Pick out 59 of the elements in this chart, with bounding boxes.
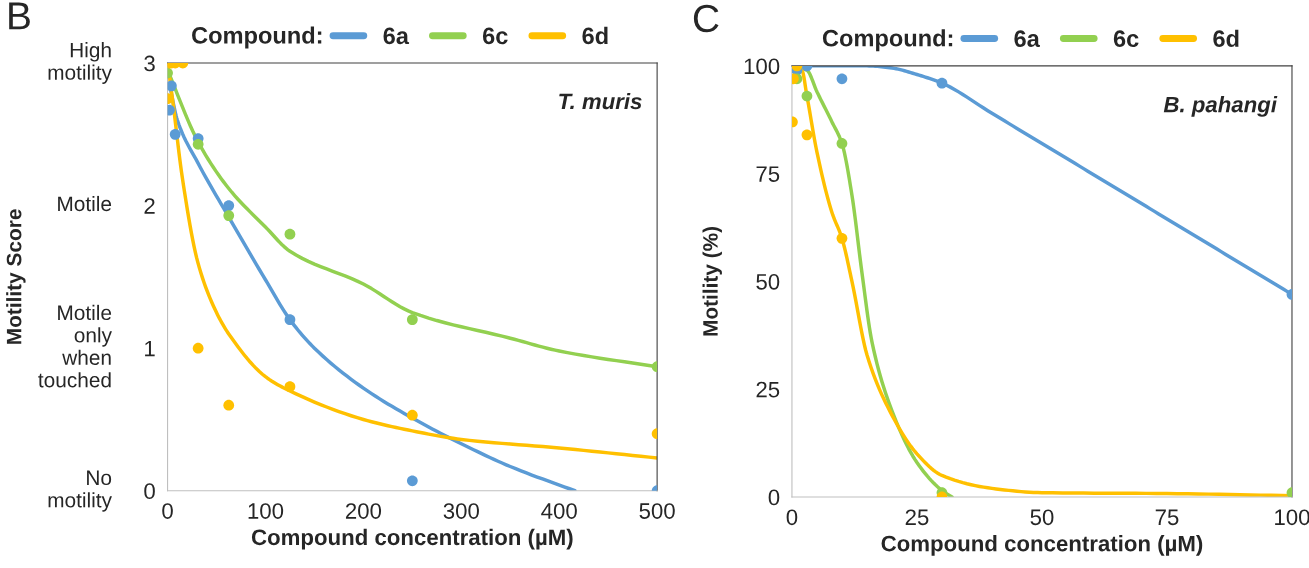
point — [223, 200, 235, 211]
y-axis-title: Motility Score — [6, 209, 26, 344]
legend-label: 6c — [1113, 30, 1139, 48]
y-tick-label: 2 — [144, 198, 155, 214]
legend-title: Compound: — [822, 29, 953, 52]
point — [406, 475, 418, 487]
text: B — [9, 2, 30, 30]
annotation: B. pahangi — [1163, 96, 1278, 117]
text: C — [693, 4, 719, 33]
x-axis-title: Compound concentration (µM) — [251, 528, 573, 550]
point — [169, 128, 181, 140]
legend-label: 6c — [482, 27, 508, 45]
x-tick-label: 300 — [443, 503, 479, 519]
x-tick-label: 200 — [345, 503, 382, 519]
y-tick-label: 75 — [756, 166, 780, 182]
text: Motile only when touched — [38, 304, 112, 388]
x-tick-label: 400 — [541, 503, 577, 519]
legend-title: Compound: — [192, 26, 322, 49]
point — [801, 90, 813, 102]
x-tick-label: 100 — [248, 503, 284, 519]
point — [936, 77, 948, 89]
x-tick-label: 0 — [162, 503, 173, 519]
annotation: T. muris — [559, 92, 642, 110]
point — [836, 232, 848, 244]
point — [167, 80, 177, 92]
y-axis-title: Motility (%) — [702, 226, 722, 336]
point — [223, 399, 235, 411]
point — [836, 138, 848, 149]
point — [284, 381, 296, 393]
point — [284, 228, 296, 240]
legend-label: 6a — [1014, 30, 1040, 48]
y-tick-label: 3 — [144, 55, 155, 72]
x-tick-label: 50 — [1030, 509, 1054, 526]
x-tick-label: 75 — [1155, 509, 1179, 526]
y-tick-label: 0 — [768, 489, 780, 506]
point — [836, 73, 848, 85]
point — [223, 210, 235, 221]
point — [801, 129, 813, 141]
text: Motile — [58, 195, 112, 212]
x-tick-label: 100 — [1275, 509, 1309, 526]
legend-label: 6a — [383, 27, 410, 45]
y-tick-label: 1 — [145, 340, 155, 357]
point — [284, 314, 296, 326]
point — [192, 342, 204, 354]
y-tick-label: 100 — [744, 58, 780, 75]
point — [192, 138, 204, 150]
text: High motility — [48, 42, 112, 84]
legend-label: 6d — [1213, 29, 1239, 48]
x-tick-label: 0 — [786, 509, 798, 526]
legend-label: 6d — [582, 26, 608, 45]
point — [406, 314, 418, 326]
y-tick-label: 50 — [756, 273, 780, 290]
x-axis-title: Compound concentration (µM) — [881, 535, 1203, 556]
point — [406, 409, 418, 421]
x-tick-label: 25 — [905, 509, 929, 526]
text: No motility — [48, 470, 112, 512]
y-tick-label: 25 — [756, 381, 780, 398]
y-tick-label: 0 — [144, 483, 155, 500]
x-tick-label: 500 — [639, 503, 675, 519]
